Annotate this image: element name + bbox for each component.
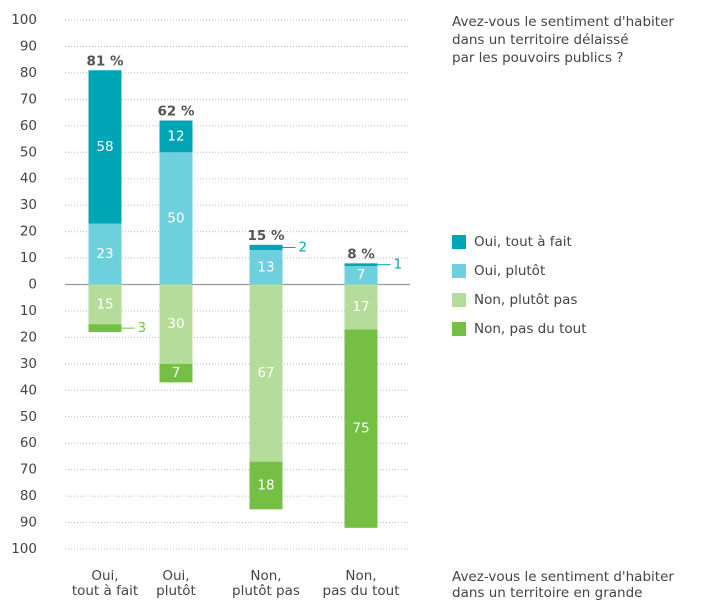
bar-segment xyxy=(344,329,378,528)
total-label: 81 % xyxy=(86,53,123,69)
y-tick-label: 70 xyxy=(20,462,37,478)
bar-segment xyxy=(249,461,283,510)
value-label: 30 xyxy=(167,316,184,332)
legend-swatch xyxy=(452,293,466,307)
legend-label: Non, pas du tout xyxy=(474,321,586,337)
legend-swatch xyxy=(452,264,466,278)
bar-segment xyxy=(159,120,193,153)
x-tick-label: Non, xyxy=(345,568,376,584)
x-tick-label: tout à fait xyxy=(72,583,138,599)
y-tick-label: 10 xyxy=(20,250,37,266)
footer-text: dans un territoire en grande xyxy=(452,585,642,601)
total-label: 8 % xyxy=(347,246,375,262)
x-tick-label: Oui, xyxy=(91,568,118,584)
bar-segment xyxy=(249,250,283,285)
question-text: Avez-vous le sentiment d'habiter xyxy=(452,14,674,30)
bar-segment xyxy=(88,324,122,333)
y-tick-label: 30 xyxy=(20,197,37,213)
value-label: 7 xyxy=(357,267,366,283)
x-tick-label: Non, xyxy=(250,568,281,584)
legend-swatch xyxy=(452,235,466,249)
value-label: 3 xyxy=(138,320,147,336)
y-tick-label: 100 xyxy=(11,12,37,28)
y-tick-label: 100 xyxy=(11,541,37,557)
total-label: 62 % xyxy=(157,104,194,120)
legend-label: Oui, tout à fait xyxy=(474,234,572,250)
bar-segment xyxy=(344,284,378,330)
y-tick-label: 60 xyxy=(20,435,37,451)
y-tick-label: 50 xyxy=(20,144,37,160)
value-label: 50 xyxy=(167,210,184,226)
y-tick-label: 30 xyxy=(20,356,37,372)
value-label: 13 xyxy=(257,259,274,275)
y-tick-label: 80 xyxy=(20,65,37,81)
y-tick-label: 90 xyxy=(20,515,37,531)
y-tick-label: 20 xyxy=(20,224,37,240)
value-label: 2 xyxy=(299,239,308,255)
y-tick-label: 80 xyxy=(20,488,37,504)
bar-segment xyxy=(159,363,193,383)
bar-segment xyxy=(159,152,193,285)
value-label: 18 xyxy=(257,478,274,494)
total-label: 15 % xyxy=(247,228,284,244)
bar-segment xyxy=(159,284,193,364)
footer-text: Avez-vous le sentiment d'habiter xyxy=(452,569,674,585)
legend-swatch xyxy=(452,322,466,336)
y-tick-label: 0 xyxy=(28,277,37,293)
y-tick-label: 60 xyxy=(20,118,37,134)
question-text: dans un territoire délaissé xyxy=(452,32,629,48)
legend-label: Non, plutôt pas xyxy=(474,292,577,308)
y-tick-label: 40 xyxy=(20,171,37,187)
bar-segment xyxy=(88,223,122,285)
value-label: 17 xyxy=(352,299,369,315)
value-label: 58 xyxy=(96,139,113,155)
bar-segment xyxy=(344,265,378,285)
x-tick-label: plutôt pas xyxy=(232,583,300,599)
bar-segment xyxy=(344,263,378,266)
bar-segment xyxy=(88,70,122,224)
value-label: 67 xyxy=(257,365,274,381)
value-label: 7 xyxy=(172,365,181,381)
bar-segment xyxy=(88,284,122,325)
x-tick-label: plutôt xyxy=(156,583,196,599)
value-label: 23 xyxy=(96,246,113,262)
value-label: 12 xyxy=(167,128,184,144)
bar-segment xyxy=(249,244,283,251)
value-label: 1 xyxy=(394,257,403,273)
value-label: 75 xyxy=(352,421,369,437)
y-tick-label: 70 xyxy=(20,91,37,107)
y-tick-label: 90 xyxy=(20,38,37,54)
y-tick-label: 40 xyxy=(20,382,37,398)
y-tick-label: 20 xyxy=(20,329,37,345)
x-tick-label: pas du tout xyxy=(323,583,400,599)
value-label: 15 xyxy=(96,296,113,312)
question-text: par les pouvoirs publics ? xyxy=(452,50,623,66)
legend-label: Oui, plutôt xyxy=(474,263,545,279)
y-tick-label: 50 xyxy=(20,409,37,425)
bar-segment xyxy=(249,284,283,462)
y-tick-label: 10 xyxy=(20,303,37,319)
x-tick-label: Oui, xyxy=(162,568,189,584)
